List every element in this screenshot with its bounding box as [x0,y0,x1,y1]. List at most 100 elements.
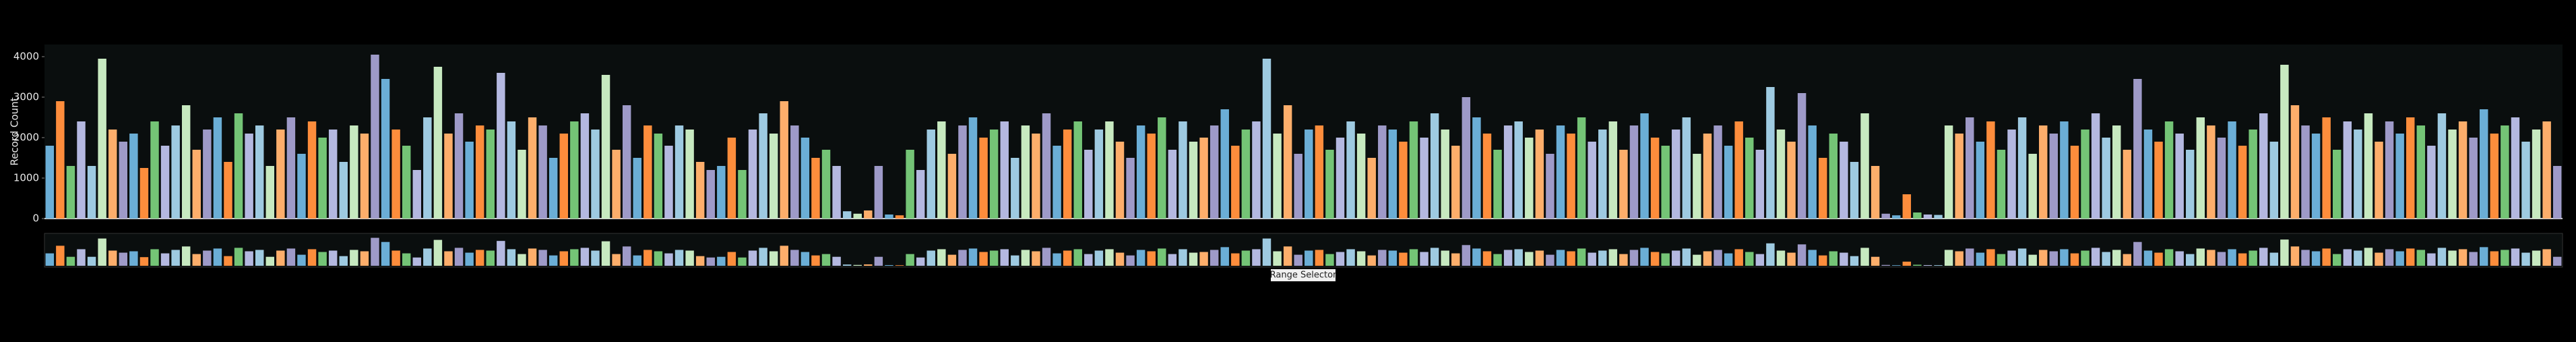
range-bar [1032,251,1040,266]
bar [1032,134,1040,219]
bar [654,134,663,219]
bar [727,138,736,219]
bar [318,138,327,219]
range-bar [87,256,96,266]
range-bar [2164,249,2174,266]
range-bar [989,250,999,266]
range-bar [2280,239,2289,266]
range-bar [475,250,484,266]
range-bar [1388,250,1397,266]
range-bar [2154,252,2163,266]
range-bar [1693,254,1701,266]
bar [2249,130,2257,219]
range-bar [1745,252,1754,266]
bar [1273,134,1282,219]
range-bar [2364,248,2373,266]
bar [1472,117,1481,219]
bar [1503,125,1513,219]
range-bar [1356,251,1366,266]
bar [2091,113,2100,219]
range-bar [1021,250,1030,266]
range-bar [1305,250,1313,266]
bar [2039,125,2048,219]
range-bar [1892,265,1901,266]
range-bar [842,264,852,266]
range-bar [832,256,841,266]
bar [895,215,904,219]
y-tick-label: 1000 [13,172,39,184]
range-bar [780,246,788,266]
bar [307,121,317,219]
bar [937,121,946,219]
range-bar [1619,254,1628,266]
range-bar [1493,254,1502,266]
bar [139,168,149,219]
range-bar [224,256,232,266]
range-bar [654,251,663,266]
bar [391,130,400,219]
bar [507,121,516,219]
bar [1966,117,1974,219]
bar [1115,142,1125,219]
bar [1892,215,1901,219]
range-bar [2479,247,2488,266]
range-bar [108,250,117,266]
y-tick-label: 3000 [13,91,39,103]
bar [989,130,999,219]
range-bar [2511,248,2520,266]
bar [1619,150,1628,219]
range-selector-label: Range Selector [1270,270,1337,281]
bar [885,215,893,219]
bar [1147,134,1156,219]
range-bar [1860,248,1869,266]
bar [1525,138,1534,219]
range-bar [77,249,86,266]
range-bar [1976,252,1985,266]
bar [412,170,421,219]
bar [160,146,170,219]
bar [1441,130,1449,219]
range-bar [885,264,893,266]
bar [1420,138,1428,219]
range-bar [717,256,726,266]
range-bar [402,253,411,266]
range-bar [307,249,317,266]
bar [695,162,705,219]
bar [2354,130,2362,219]
range-bar [1819,255,1827,266]
bar [286,117,296,219]
range-bar [2311,251,2321,266]
y-tick-label: 4000 [13,51,39,63]
bar [1325,150,1334,219]
bar [1986,121,1995,219]
bar [1913,212,1922,219]
bar [2049,134,2059,219]
range-bar [2542,249,2551,266]
bar [643,125,652,219]
range-bar [1378,250,1387,266]
range-bar [2102,252,2110,266]
range-bar [968,248,978,266]
range-bar [66,256,75,266]
bar [842,211,852,219]
bar [1283,105,1292,219]
range-bar [1588,252,1596,266]
bar [56,101,65,219]
bar [444,134,453,219]
bar [1840,142,1848,219]
range-bar [1073,249,1082,266]
bar [2196,117,2205,219]
range-bar [213,248,222,266]
bar [2259,113,2268,219]
bar [98,59,106,219]
bar [465,142,474,219]
bar [66,166,75,219]
range-bar [2501,250,2509,266]
range-bar [1966,248,1974,266]
range-bar [1147,251,1156,266]
bar [1168,150,1177,219]
range-bar [1136,250,1145,266]
bar [2133,79,2142,219]
bar [1000,121,1009,219]
range-selector[interactable] [44,233,2563,268]
